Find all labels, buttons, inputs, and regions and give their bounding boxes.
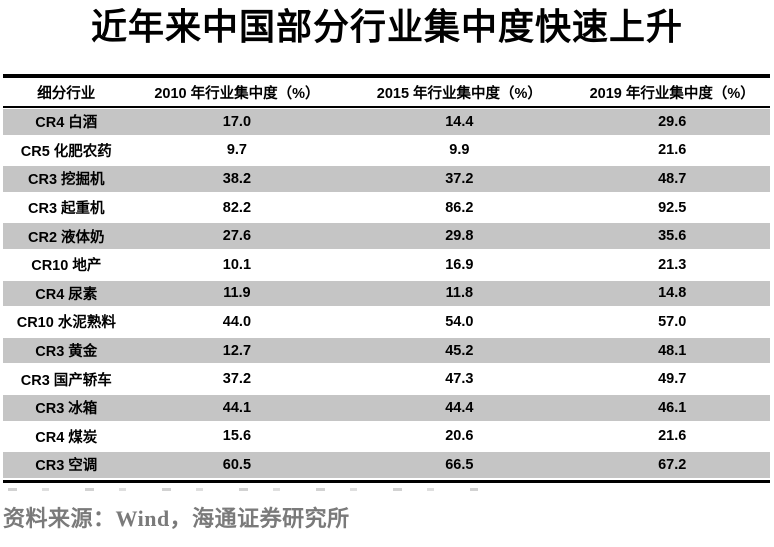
value-cell: 9.9 bbox=[344, 136, 575, 166]
value-cell: 14.8 bbox=[574, 279, 770, 309]
table-row: CR3 起重机 82.2 86.2 92.5 bbox=[3, 193, 770, 223]
value-cell: 16.9 bbox=[344, 250, 575, 280]
value-cell: 27.6 bbox=[129, 222, 345, 251]
industry-cell: CR4 尿素 bbox=[3, 279, 130, 309]
industry-cell: CR2 液体奶 bbox=[3, 222, 130, 251]
value-cell: 54.0 bbox=[344, 308, 575, 337]
page-title: 近年来中国部分行业集中度快速上升 bbox=[90, 7, 683, 47]
header-row: 细分行业 2010 年行业集中度（%） 2015 年行业集中度（%） 2019 … bbox=[3, 78, 770, 108]
value-cell: 21.3 bbox=[574, 250, 770, 280]
industry-cell: CR4 煤炭 bbox=[3, 422, 130, 452]
value-cell: 45.2 bbox=[344, 336, 575, 366]
industry-cell: CR3 挖掘机 bbox=[3, 165, 130, 194]
table-row: CR5 化肥农药 9.7 9.9 21.6 bbox=[3, 136, 770, 166]
value-cell: 9.7 bbox=[129, 136, 345, 166]
table-body: CR4 白酒 17.0 14.4 29.6 CR5 化肥农药 9.7 9.9 21.6 CR3 … bbox=[3, 108, 770, 480]
table-row: CR3 国产轿车 37.2 47.3 49.7 bbox=[3, 365, 770, 394]
value-cell: 57.0 bbox=[574, 308, 770, 337]
value-cell: 82.2 bbox=[129, 193, 345, 223]
value-cell: 86.2 bbox=[344, 193, 575, 223]
print-artifact bbox=[8, 488, 478, 491]
value-cell: 11.9 bbox=[129, 279, 345, 309]
table-row: CR4 尿素 11.9 11.8 14.8 bbox=[3, 279, 770, 309]
value-cell: 49.7 bbox=[574, 365, 770, 394]
table-row: CR3 黄金 12.7 45.2 48.1 bbox=[3, 336, 770, 366]
value-cell: 48.7 bbox=[574, 165, 770, 194]
value-cell: 66.5 bbox=[344, 451, 575, 480]
value-cell: 48.1 bbox=[574, 336, 770, 366]
value-cell: 29.8 bbox=[344, 222, 575, 251]
table-row: CR2 液体奶 27.6 29.8 35.6 bbox=[3, 222, 770, 251]
value-cell: 47.3 bbox=[344, 365, 575, 394]
value-cell: 17.0 bbox=[129, 108, 345, 137]
industry-cell: CR3 冰箱 bbox=[3, 393, 130, 423]
table-row: CR3 冰箱 44.1 44.4 46.1 bbox=[3, 393, 770, 423]
table-row: CR4 煤炭 15.6 20.6 21.6 bbox=[3, 422, 770, 452]
value-cell: 10.1 bbox=[129, 250, 345, 280]
table-row: CR10 地产 10.1 16.9 21.3 bbox=[3, 250, 770, 280]
value-cell: 15.6 bbox=[129, 422, 345, 452]
industry-cell: CR3 国产轿车 bbox=[3, 365, 130, 394]
value-cell: 46.1 bbox=[574, 393, 770, 423]
value-cell: 29.6 bbox=[574, 108, 770, 137]
industry-cell: CR3 空调 bbox=[3, 451, 130, 480]
value-cell: 92.5 bbox=[574, 193, 770, 223]
value-cell: 11.8 bbox=[344, 279, 575, 309]
value-cell: 38.2 bbox=[129, 165, 345, 194]
table-row: CR10 水泥熟料 44.0 54.0 57.0 bbox=[3, 308, 770, 337]
industry-cell: CR3 黄金 bbox=[3, 336, 130, 366]
table-row: CR4 白酒 17.0 14.4 29.6 bbox=[3, 108, 770, 137]
value-cell: 67.2 bbox=[574, 451, 770, 480]
value-cell: 44.0 bbox=[129, 308, 345, 337]
industry-cell: CR5 化肥农药 bbox=[3, 136, 130, 166]
value-cell: 44.1 bbox=[129, 393, 345, 423]
column-header-2010: 2010 年行业集中度（%） bbox=[129, 78, 345, 108]
value-cell: 44.4 bbox=[344, 393, 575, 423]
industry-cell: CR10 水泥熟料 bbox=[3, 308, 130, 337]
value-cell: 37.2 bbox=[344, 165, 575, 194]
value-cell: 21.6 bbox=[574, 136, 770, 166]
column-header-2019: 2019 年行业集中度（%） bbox=[574, 78, 770, 108]
value-cell: 20.6 bbox=[344, 422, 575, 452]
table-row: CR3 挖掘机 38.2 37.2 48.7 bbox=[3, 165, 770, 194]
industry-cell: CR10 地产 bbox=[3, 250, 130, 280]
value-cell: 60.5 bbox=[129, 451, 345, 480]
industry-concentration-table: 细分行业 2010 年行业集中度（%） 2015 年行业集中度（%） 2019 … bbox=[3, 74, 770, 483]
column-header-industry: 细分行业 bbox=[3, 78, 130, 108]
value-cell: 37.2 bbox=[129, 365, 345, 394]
source-caption: 资料来源：Wind，海通证券研究所 bbox=[3, 506, 350, 531]
industry-cell: CR4 白酒 bbox=[3, 108, 130, 137]
value-cell: 14.4 bbox=[344, 108, 575, 137]
industry-cell: CR3 起重机 bbox=[3, 193, 130, 223]
column-header-2015: 2015 年行业集中度（%） bbox=[344, 78, 575, 108]
value-cell: 12.7 bbox=[129, 336, 345, 366]
value-cell: 21.6 bbox=[574, 422, 770, 452]
table-row: CR3 空调 60.5 66.5 67.2 bbox=[3, 451, 770, 480]
value-cell: 35.6 bbox=[574, 222, 770, 251]
